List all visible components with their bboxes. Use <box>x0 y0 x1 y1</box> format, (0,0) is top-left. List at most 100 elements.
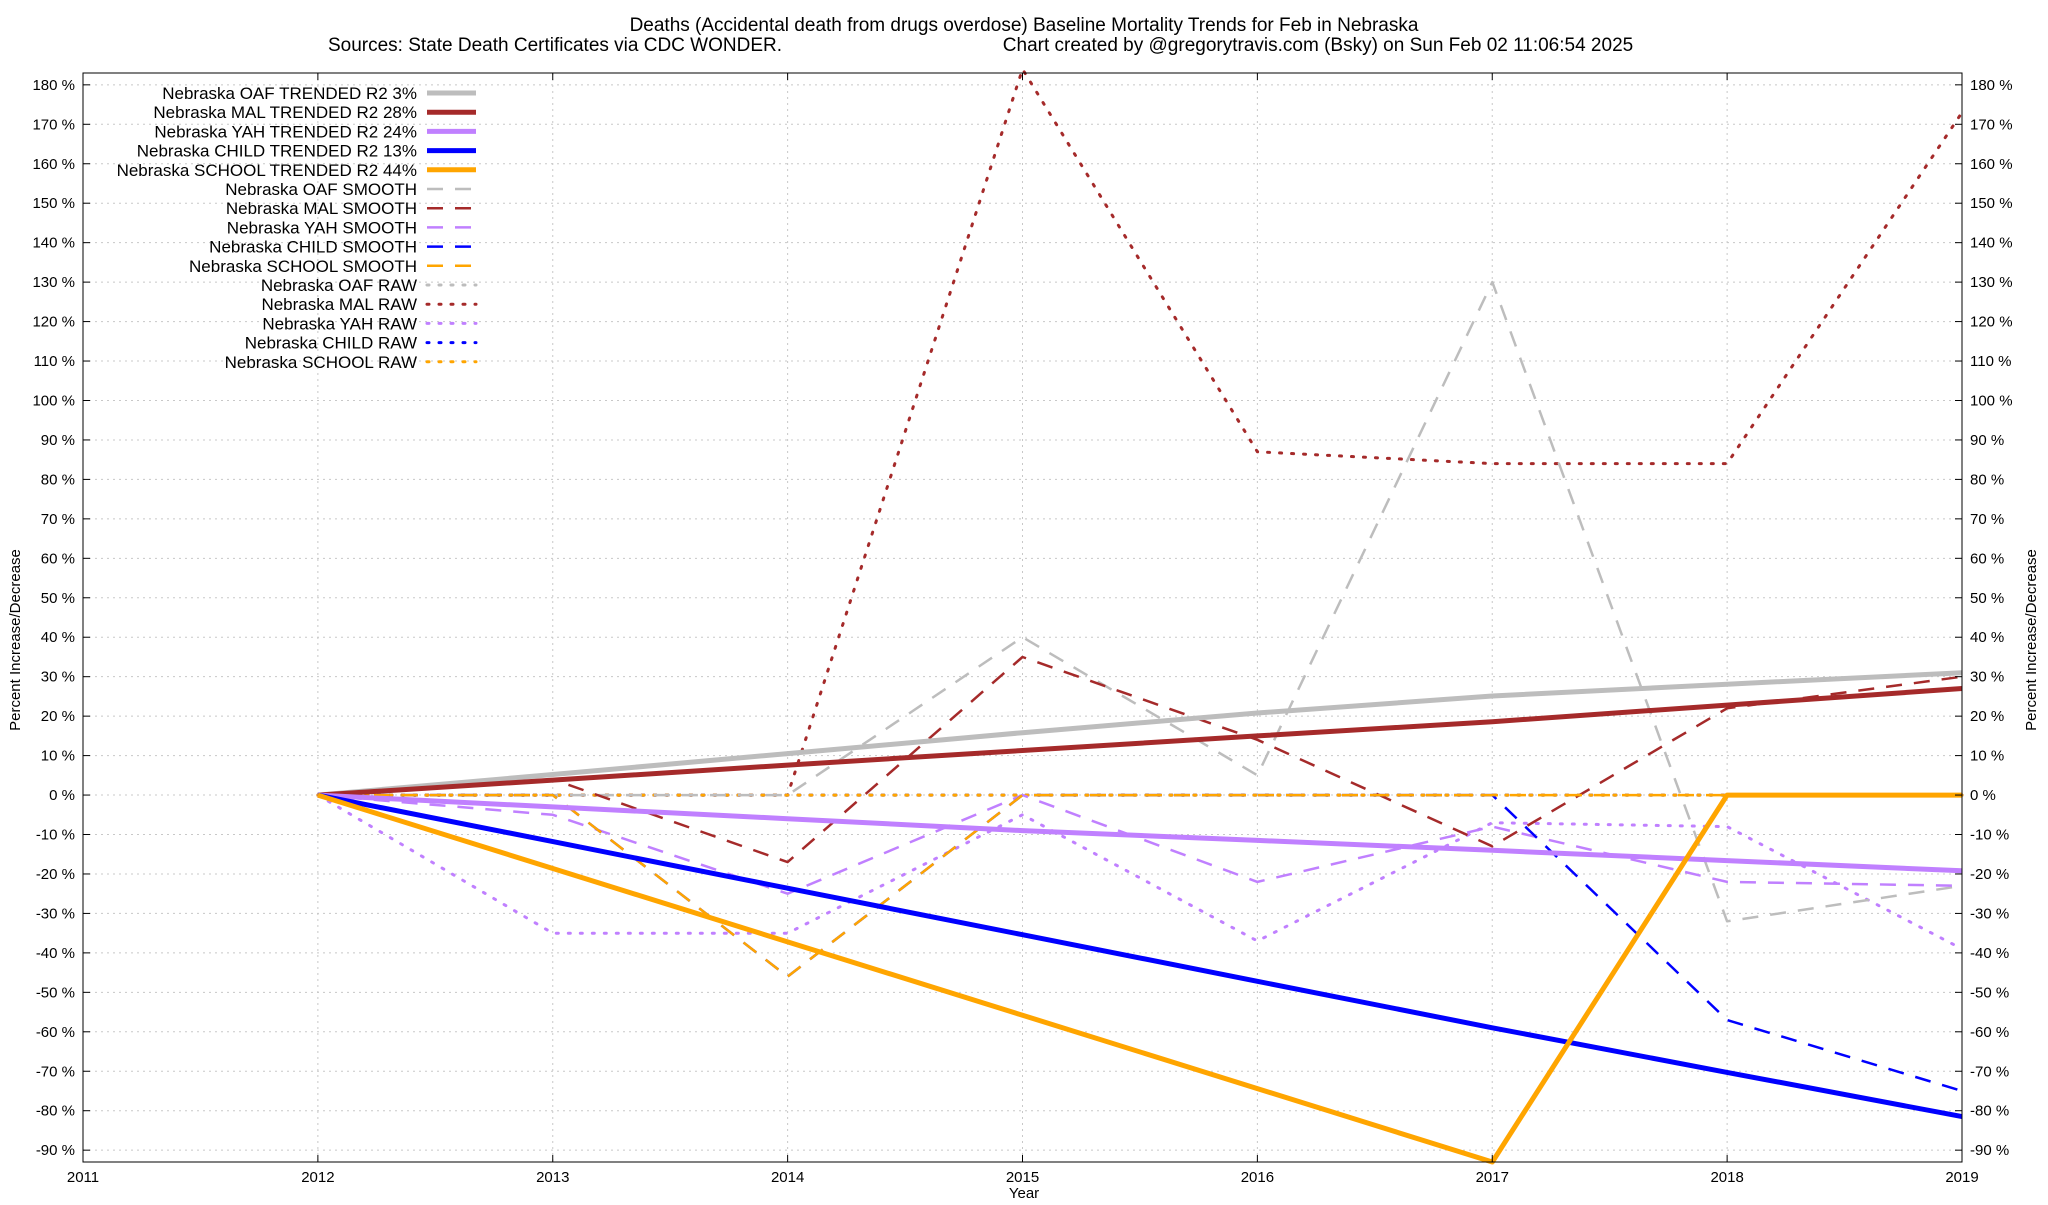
y-tick-label-left: 100 % <box>32 392 75 409</box>
y-tick-label-right: -30 % <box>1970 905 2009 922</box>
chart-subtitle-source: Sources: State Death Certificates via CD… <box>328 35 782 56</box>
y-tick-label-left: 160 % <box>32 156 75 173</box>
y-tick-label-left: -40 % <box>36 945 75 962</box>
legend-label: Nebraska OAF RAW <box>261 276 417 295</box>
legend-label: Nebraska SCHOOL TRENDED R2 44% <box>117 161 417 180</box>
y-tick-label-right: 140 % <box>1970 235 2013 252</box>
y-tick-label-right: 100 % <box>1970 392 2013 409</box>
y-tick-label-right: -40 % <box>1970 945 2009 962</box>
series-line-yah-raw <box>316 793 1964 951</box>
legend-label: Nebraska MAL RAW <box>261 295 417 314</box>
y-tick-label-left: 110 % <box>34 353 75 370</box>
x-tick-label: 2011 <box>67 1169 99 1186</box>
y-tick-label-right: 90 % <box>1970 432 2004 449</box>
legend: Nebraska OAF TRENDED R2 3%Nebraska MAL T… <box>117 84 478 372</box>
y-tick-label-left: -80 % <box>36 1103 75 1120</box>
legend-label: Nebraska YAH RAW <box>262 314 417 333</box>
legend-label: Nebraska MAL TRENDED R2 28% <box>153 103 417 122</box>
y-tick-label-right: 160 % <box>1970 156 2013 173</box>
legend-label: Nebraska SCHOOL SMOOTH <box>189 257 417 276</box>
y-tick-label-right: 30 % <box>1970 669 2004 686</box>
legend-label: Nebraska CHILD TRENDED R2 13% <box>137 142 417 161</box>
y-tick-label-left: -50 % <box>36 984 75 1001</box>
y-tick-label-left: 60 % <box>41 550 75 567</box>
y-tick-label-left: -60 % <box>36 1024 75 1041</box>
series-line-child-smooth <box>317 793 1963 1093</box>
legend-label: Nebraska SCHOOL RAW <box>225 353 417 372</box>
series-line-yah-trend <box>317 792 1963 874</box>
y-tick-label-right: 40 % <box>1970 629 2004 646</box>
legend-label: Nebraska YAH SMOOTH <box>227 218 417 237</box>
series-line-mal-smooth <box>317 655 1963 864</box>
legend-label: Nebraska OAF TRENDED R2 3% <box>162 84 417 103</box>
y-tick-label-right: 120 % <box>1970 314 2013 331</box>
x-tick-label: 2014 <box>771 1169 804 1186</box>
y-tick-label-left: -20 % <box>36 866 75 883</box>
y-tick-label-left: 30 % <box>41 669 75 686</box>
y-tick-label-left: -90 % <box>36 1142 75 1159</box>
x-tick-label: 2017 <box>1476 1169 1509 1186</box>
grid-layer <box>82 73 1963 1162</box>
y-tick-label-right: 180 % <box>1970 77 2013 94</box>
y-tick-label-left: 140 % <box>32 235 75 252</box>
y-tick-label-left: 50 % <box>41 590 75 607</box>
x-tick-label: 2013 <box>536 1169 569 1186</box>
legend-label: Nebraska CHILD RAW <box>245 334 417 353</box>
y-tick-label-right: 20 % <box>1970 708 2004 725</box>
y-tick-label-right: 80 % <box>1970 471 2004 488</box>
y-tick-label-right: -20 % <box>1970 866 2009 883</box>
y-tick-label-left: 90 % <box>41 432 75 449</box>
legend-label: Nebraska CHILD SMOOTH <box>209 238 417 257</box>
y-tick-label-left: 70 % <box>41 511 75 528</box>
x-axis-label: Year <box>1009 1185 1039 1200</box>
y-tick-label-left: 150 % <box>32 195 75 212</box>
y-tick-label-right: 130 % <box>1970 274 2013 291</box>
y-axis-label-left: Percent Increase/Decrease <box>7 549 24 731</box>
y-tick-label-right: 110 % <box>1970 353 2011 370</box>
tick-layer: 2011 2012 2013 2014 2015 2016 2017 2018 2019 -90 … <box>32 73 2013 1186</box>
x-tick-label: 2019 <box>1945 1169 1978 1186</box>
y-tick-label-left: -10 % <box>36 827 75 844</box>
y-tick-label-right: -10 % <box>1970 827 2009 844</box>
series-line-child-trend <box>317 792 1963 1120</box>
series-line-yah-smooth <box>317 793 1963 895</box>
y-tick-label-right: 70 % <box>1970 511 2004 528</box>
y-tick-label-right: -80 % <box>1970 1103 2009 1120</box>
y-tick-label-left: 130 % <box>32 274 75 291</box>
y-tick-label-left: 0 % <box>49 787 75 804</box>
y-tick-label-right: 10 % <box>1970 748 2004 765</box>
series-line-school-trend <box>317 792 1962 1165</box>
series-line-mal-trend <box>317 686 1963 798</box>
y-tick-label-right: 150 % <box>1970 195 2013 212</box>
y-tick-label-left: 180 % <box>32 77 75 94</box>
legend-label: Nebraska YAH TRENDED R2 24% <box>154 122 417 141</box>
y-tick-label-right: 50 % <box>1970 590 2004 607</box>
y-tick-label-left: 20 % <box>41 708 75 725</box>
y-tick-label-right: 0 % <box>1970 787 1996 804</box>
x-tick-label: 2015 <box>1006 1169 1039 1186</box>
legend-label: Nebraska MAL SMOOTH <box>226 199 417 218</box>
x-tick-label: 2012 <box>301 1169 334 1186</box>
y-tick-label-left: -70 % <box>36 1063 75 1080</box>
x-tick-label: 2016 <box>1241 1169 1274 1186</box>
y-tick-label-right: -90 % <box>1970 1142 2009 1159</box>
y-tick-label-right: -50 % <box>1970 984 2009 1001</box>
series-line-oaf-smooth <box>317 280 1963 923</box>
series-line-mal-raw <box>316 67 1964 797</box>
legend-label: Nebraska OAF SMOOTH <box>225 180 417 199</box>
y-tick-label-right: -70 % <box>1970 1063 2009 1080</box>
x-tick-label: 2018 <box>1710 1169 1743 1186</box>
series-line-oaf-trend <box>317 670 1963 798</box>
y-tick-label-left: 80 % <box>41 471 75 488</box>
y-axis-label-right: Percent Increase/Decrease <box>2023 549 2040 731</box>
y-tick-label-left: 120 % <box>32 314 75 331</box>
y-tick-label-right: 60 % <box>1970 550 2004 567</box>
y-tick-label-right: 170 % <box>1970 116 2013 133</box>
y-tick-label-left: 170 % <box>32 116 75 133</box>
chart-subtitle-credit: Chart created by @gregorytravis.com (Bsk… <box>1003 35 1633 56</box>
chart-title: Deaths (Accidental death from drugs over… <box>630 15 1419 36</box>
y-tick-label-right: -60 % <box>1970 1024 2009 1041</box>
series-layer <box>316 67 1964 1165</box>
